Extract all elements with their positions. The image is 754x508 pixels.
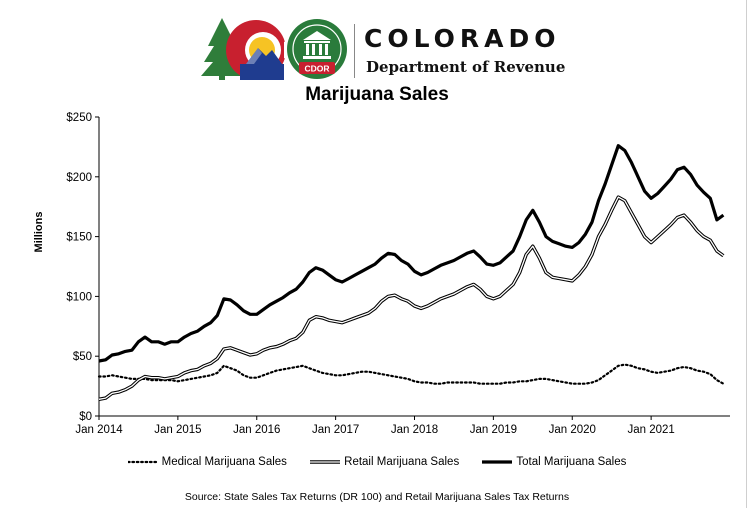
total-marijuana-sales-line: [98, 144, 725, 363]
dept-name: Department of Revenue: [366, 58, 566, 76]
y-tick-label: $250: [66, 112, 92, 124]
y-axis-label: Millions: [33, 212, 45, 253]
y-tick-label: $0: [79, 411, 92, 423]
retail-marijuana-sales-line-inner: [98, 196, 724, 400]
legend-label-medical: Medical Marijuana Sales: [161, 456, 287, 468]
legend-item-retail: Retail Marijuana Sales: [310, 456, 459, 468]
y-tick-label: $150: [66, 232, 92, 244]
dotted-line-swatch-icon: [127, 460, 158, 464]
colorado-logo-icon: CDOR: [201, 18, 347, 80]
line-chart: $0 $50 $100 $150 $200 $250 Jan 2014 Jan 2015 Jan…: [33, 112, 730, 436]
cdor-seal-icon: CDOR: [287, 19, 347, 79]
source-note: Source: State Sales Tax Returns (DR 100)…: [184, 491, 570, 503]
header-divider: [354, 24, 355, 78]
svg-text:CDOR: CDOR: [304, 64, 329, 74]
x-tick-label: Jan 2017: [312, 424, 359, 436]
legend-item-total: Total Marijuana Sales: [482, 456, 626, 468]
double-line-swatch-icon: [310, 460, 341, 464]
y-tick-label: $100: [66, 291, 92, 303]
x-tick-label: Jan 2019: [470, 424, 517, 436]
legend: Medical Marijuana Sales Retail Marijuana…: [0, 456, 754, 469]
x-tick-label: Jan 2014: [75, 424, 123, 436]
series-layer: [97, 144, 725, 401]
y-tick-label: $50: [73, 351, 92, 363]
medical-marijuana-sales-line: [97, 363, 725, 385]
axes: $0 $50 $100 $150 $200 $250 Jan 2014 Jan 2015 Jan…: [66, 112, 730, 436]
header: CDOR COLORADO Department of Revenue: [0, 0, 754, 86]
y-tick-label: $200: [66, 172, 92, 184]
x-tick-label: Jan 2015: [154, 424, 201, 436]
retail-marijuana-sales-line: [98, 195, 725, 401]
legend-item-medical: Medical Marijuana Sales: [127, 456, 287, 468]
chart-title: Marijuana Sales: [305, 84, 449, 105]
x-tick-label: Jan 2018: [391, 424, 438, 436]
frame-edge: [746, 0, 747, 508]
legend-label-total: Total Marijuana Sales: [516, 456, 627, 468]
legend-label-retail: Retail Marijuana Sales: [344, 456, 460, 468]
x-tick-label: Jan 2016: [233, 424, 280, 436]
x-tick-label: Jan 2020: [549, 424, 596, 436]
solid-line-swatch-icon: [482, 460, 513, 464]
org-name: COLORADO: [364, 24, 561, 53]
x-tick-label: Jan 2021: [627, 424, 674, 436]
